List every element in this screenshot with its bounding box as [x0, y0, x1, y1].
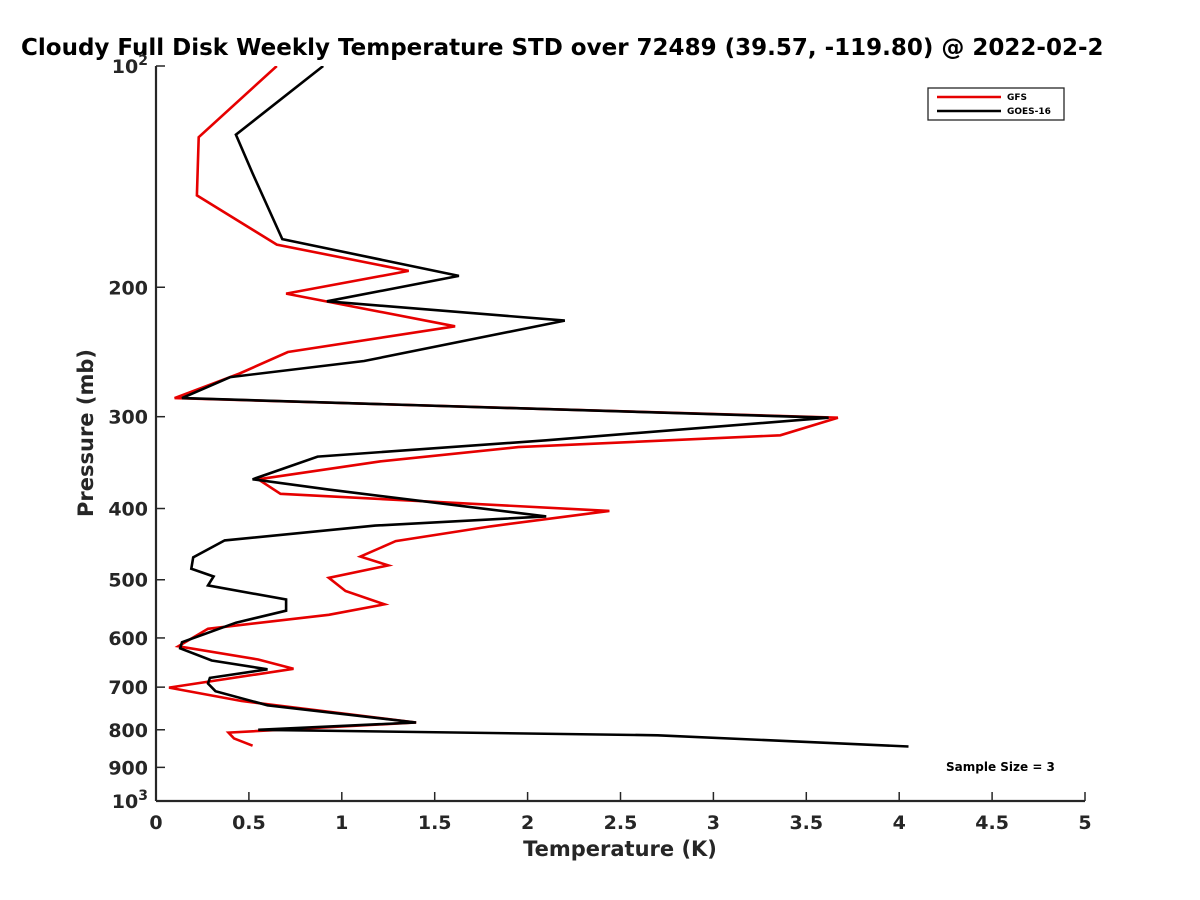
legend-label-goes16: GOES-16 [1007, 107, 1051, 117]
x-axis-ticks: 0 0.5 1 1.5 2 2.5 3 3.5 4 4.5 5 [149, 792, 1092, 834]
series-line-goes16 [178, 66, 909, 748]
legend-box [927, 87, 1065, 121]
x-tick-label: 1 [335, 812, 348, 834]
series-layer [168, 66, 909, 748]
x-axis-label: Temperature (K) [523, 837, 717, 861]
y-tick-label: 700 [108, 677, 148, 699]
x-tick-label: 3.5 [789, 812, 823, 834]
series-line-gfs [168, 66, 839, 747]
y-tick-label: 500 [108, 570, 148, 592]
x-tick-label: 0 [149, 812, 162, 834]
y-tick-label: 600 [108, 628, 148, 650]
x-tick-label: 0.5 [232, 812, 266, 834]
x-tick-label: 2.5 [604, 812, 638, 834]
legend: GFS GOES-16 [927, 87, 1065, 121]
y-tick-label: 300 [108, 407, 148, 429]
sample-size-annotation: Sample Size = 3 [946, 760, 1055, 774]
chart-title: Cloudy Full Disk Weekly Temperature STD … [21, 35, 1104, 61]
x-tick-label: 5 [1078, 812, 1091, 834]
y-tick-label: 200 [108, 277, 148, 299]
y-tick-label: 900 [108, 757, 148, 779]
y-tick-label: 103 [112, 788, 148, 813]
x-tick-label: 3 [707, 812, 720, 834]
y-tick-label: 400 [108, 499, 148, 521]
x-tick-label: 4.5 [975, 812, 1009, 834]
y-tick-label: 102 [112, 53, 148, 78]
y-axis-ticks: 102 200 300 400 500 600 700 800 900 103 [108, 53, 165, 813]
legend-label-gfs: GFS [1007, 93, 1027, 103]
x-tick-label: 1.5 [418, 812, 452, 834]
y-axis-label: Pressure (mb) [74, 349, 98, 517]
x-tick-label: 4 [893, 812, 906, 834]
y-tick-label: 800 [108, 720, 148, 742]
x-tick-label: 2 [521, 812, 534, 834]
